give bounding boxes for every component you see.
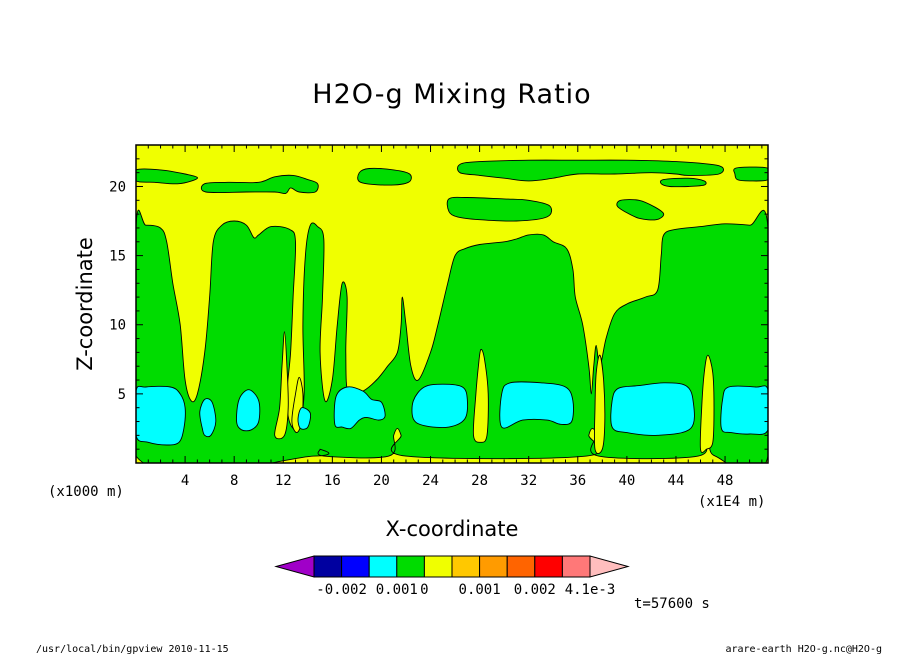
y-axis-unit: (x1000 m)	[48, 484, 124, 500]
y-axis-label: Z-coordinate	[73, 237, 97, 371]
contour-region-yellow-5	[593, 354, 606, 454]
colorbar-label-4: 0.002	[514, 582, 556, 598]
x-tick-label-48: 48	[717, 473, 734, 489]
contour-region-yellow-4	[472, 348, 489, 443]
contour-region-cyan-15	[720, 385, 768, 435]
x-tick-label-16: 16	[324, 473, 341, 489]
footer-right: arare-earth_H2O-g.nc@H2O-g	[725, 644, 882, 654]
colorbar-bin-10	[561, 555, 591, 578]
contour-region-green-23	[733, 166, 768, 182]
contour-region-cyan-13	[499, 381, 574, 429]
y-tick-label-15: 15	[109, 249, 126, 265]
x-tick-label-24: 24	[422, 473, 439, 489]
contour-region-green-17	[200, 174, 319, 194]
colorbar-label-2: 0	[420, 582, 428, 598]
contour-region-cyan-9	[236, 389, 261, 432]
x-axis-unit: (x1E4 m)	[698, 494, 765, 510]
contour-region-yellow-6	[699, 354, 715, 453]
contour-region-green-19	[457, 159, 724, 182]
colorbar-high-arrow	[589, 555, 630, 578]
colorbar-label-3: 0.001	[459, 582, 501, 598]
time-label: t=57600 s	[634, 596, 710, 612]
colorbar-bin-8	[506, 555, 536, 578]
colorbar-bin-7	[479, 555, 508, 578]
colorbar: -0.002 0.001 0 0.001 0.002 4.1e-3	[274, 555, 630, 598]
contour-region-cyan-11	[333, 386, 386, 430]
contour-region-green-16	[136, 168, 198, 185]
colorbar-label-1: 0.001	[376, 582, 418, 598]
colorbar-bin-2	[341, 555, 370, 578]
chart-title: H2O-g Mixing Ratio	[312, 79, 591, 110]
x-axis-label: X-coordinate	[386, 517, 519, 541]
colorbar-bin-6	[451, 555, 481, 578]
x-tick-label-28: 28	[471, 473, 488, 489]
x-tick-label-8: 8	[230, 473, 238, 489]
contour-region-cyan-12	[411, 383, 468, 428]
x-tick-label-12: 12	[275, 473, 292, 489]
y-tick-label-5: 5	[118, 387, 126, 403]
x-tick-label-36: 36	[569, 473, 586, 489]
colorbar-bin-3	[368, 555, 398, 578]
x-tick-label-4: 4	[181, 473, 189, 489]
contour-region-yellow-2	[274, 331, 289, 440]
colorbar-bin-4	[396, 555, 425, 578]
contour-region-green-21	[616, 199, 665, 221]
colorbar-label-0: -0.002	[316, 582, 367, 598]
x-tick-label-20: 20	[373, 473, 390, 489]
colorbar-low-arrow	[274, 555, 315, 578]
plot-area	[136, 145, 768, 463]
contour-region-green-18	[357, 167, 412, 186]
plot-frame	[135, 144, 769, 464]
contour-region-cyan-14	[610, 382, 695, 436]
x-tick-label-32: 32	[520, 473, 537, 489]
contour-region-cyan-7	[136, 385, 186, 446]
contour-region-cyan-8	[199, 398, 217, 438]
contour-region-cyan-10	[297, 407, 312, 430]
colorbar-label-5: 4.1e-3	[565, 582, 616, 598]
footer-left: /usr/local/bin/gpview 2010-11-15	[36, 644, 229, 654]
y-tick-label-10: 10	[109, 318, 126, 334]
colorbar-bin-5	[423, 555, 453, 578]
x-tick-label-44: 44	[668, 473, 685, 489]
colorbar-bin-9	[534, 555, 563, 578]
contour-region-green-20	[446, 196, 553, 222]
contour-region-green-22	[659, 177, 707, 188]
colorbar-bin-1	[313, 555, 343, 578]
y-tick-label-20: 20	[109, 179, 126, 195]
x-tick-label-40: 40	[618, 473, 635, 489]
